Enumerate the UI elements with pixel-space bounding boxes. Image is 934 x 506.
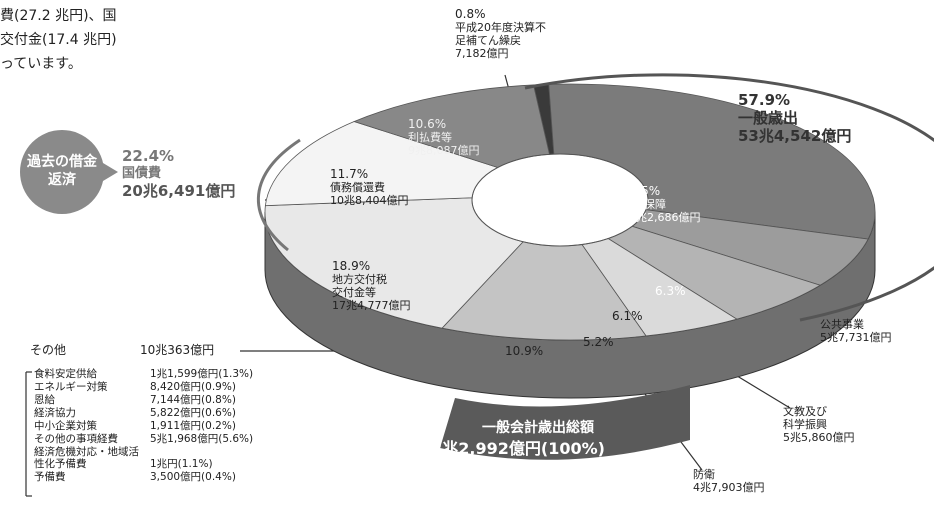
total-name: 一般会計歳出総額 (482, 420, 594, 436)
slice-amount: 9兆8,087億円 (408, 144, 480, 157)
breakdown-name: 中小企業対策 (34, 420, 97, 432)
breakdown-amount: 5,822億円(0.6%) (150, 407, 236, 419)
slice-name: 債務償還費 (330, 181, 385, 194)
breakdown-amount: 1兆円(1.1%) (150, 458, 213, 470)
breakdown-amount: 7,144億円(0.8%) (150, 394, 236, 406)
slice-amount: 17兆4,777億円 (332, 299, 411, 312)
breakdown-amount: 1,911億円(0.2%) (150, 420, 236, 432)
slice-value-label: 0.8% (455, 7, 486, 21)
slice-name: 防衛 (693, 468, 715, 481)
note-bubble (20, 130, 104, 214)
note-bubble-tail (98, 160, 118, 184)
group-value-label: 22.4% (122, 147, 175, 165)
total-band (440, 385, 690, 460)
slice-amount: 27兆2,686億円 (622, 211, 701, 224)
group-amount: 20兆6,491億円 (122, 182, 236, 200)
group-arc (256, 138, 301, 252)
breakdown-name: その他の事項経費 (34, 433, 118, 445)
slice-value-label: 29.5% (622, 184, 661, 198)
slice-value-label: 6.1% (612, 309, 643, 323)
group-value-label: 57.9% (738, 91, 791, 109)
slice-value-label: 10.9% (505, 344, 544, 358)
slice-value-label: 5.2% (583, 335, 614, 349)
slice-amount: 5兆7,731億円 (820, 331, 892, 344)
slice-name: 文教及び科学振興 (783, 405, 827, 431)
slice-amount: 10兆8,404億円 (330, 194, 409, 207)
breakdown-name: 経済協力 (34, 407, 76, 419)
slice-name: 社会保障 (622, 198, 666, 211)
breakdown-amount: 1兆1,599億円(1.3%) (150, 368, 254, 380)
slice-amount: 10兆363億円 (140, 343, 215, 357)
slice-name: 地方交付税交付金等 (332, 273, 387, 299)
total-amount: 92兆2,992億円(100%) (420, 439, 605, 458)
slice-value-label: 10.6% (408, 117, 447, 131)
slice-value-label: 6.3% (655, 284, 686, 298)
pie-hole (471, 153, 649, 247)
slice-value-label: 18.9% (332, 259, 371, 273)
breakdown-name: エネルギー対策 (34, 381, 108, 393)
slice-name: 公共事業 (820, 318, 864, 331)
group-name: 一般歳出 (738, 109, 799, 127)
group-note: 過去の借金返済 (27, 154, 97, 188)
slice-name: その他 (30, 343, 67, 357)
slice-amount: 4兆7,903億円 (693, 481, 765, 494)
intro-line: っています。 (0, 56, 82, 72)
slice-amount: 5兆5,860億円 (783, 431, 855, 444)
slice-name: 平成20年度決算不足補てん繰戻 (455, 21, 546, 47)
slice-name: 利払費等 (408, 131, 452, 144)
breakdown-name: 食料安定供給 (34, 368, 97, 380)
intro-line: 交付金(17.4 兆円) (0, 32, 117, 48)
slice-value-label: 11.7% (330, 167, 369, 181)
intro-line: 費(27.2 兆円)、国 (0, 8, 117, 24)
breakdown-amount: 8,420億円(0.9%) (150, 381, 236, 393)
slice-amount: 7,182億円 (455, 47, 509, 60)
breakdown-amount: 5兆1,968億円(5.6%) (150, 433, 254, 445)
breakdown-amount: 3,500億円(0.4%) (150, 471, 236, 483)
group-amount: 53兆4,542億円 (738, 127, 852, 145)
breakdown-name: 予備費 (34, 471, 66, 483)
group-name: 国債費 (122, 166, 162, 181)
breakdown-name: 恩給 (34, 394, 55, 406)
breakdown-name: 経済危機対応・地域活性化予備費 (34, 446, 139, 470)
group-arc (524, 73, 934, 322)
